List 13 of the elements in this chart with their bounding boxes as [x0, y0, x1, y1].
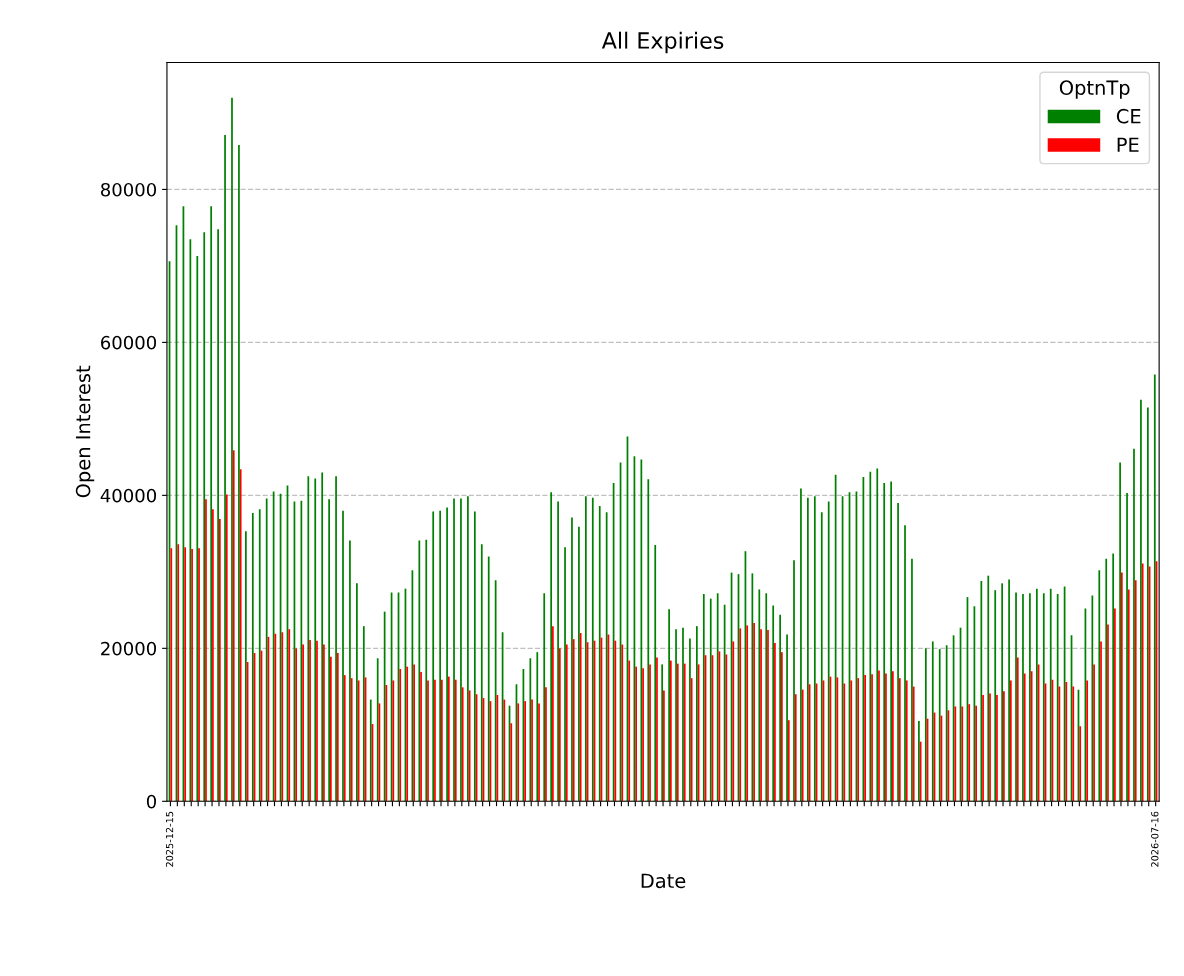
- y-tick-label: 0: [146, 794, 157, 809]
- legend-label: PE: [1117, 137, 1139, 152]
- x-tick-label: 2026-07-16: [1151, 811, 1159, 867]
- y-tick-label: 20000: [101, 641, 157, 656]
- y-tick-label: 60000: [101, 335, 157, 350]
- y-tick-label: 80000: [101, 182, 157, 197]
- legend-label: CE: [1116, 108, 1141, 124]
- y-tick-label: 40000: [100, 488, 157, 503]
- chart-title: All Expiries: [601, 31, 724, 54]
- y-axis-title: Open Interest: [75, 365, 95, 498]
- x-tick-label: 2025-12-15: [165, 811, 174, 867]
- legend-title: OptnTp: [1059, 80, 1130, 99]
- x-axis-title: Date: [641, 873, 686, 889]
